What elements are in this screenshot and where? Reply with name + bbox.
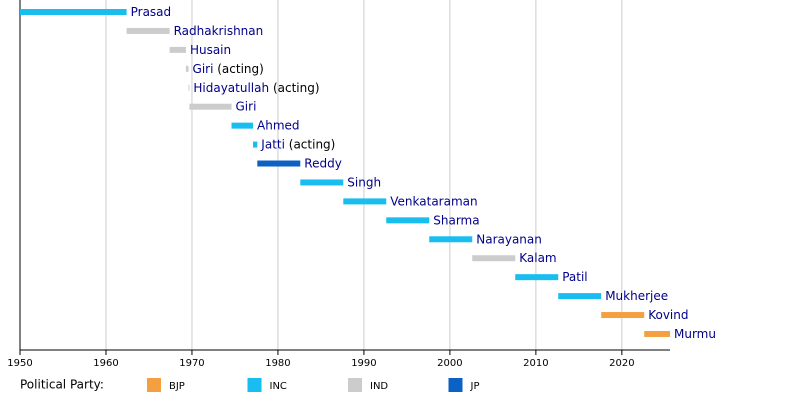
president-name: Husain [190,42,231,56]
president-name: Ahmed [257,118,300,132]
term-bar [558,293,602,300]
term-bar [126,27,170,34]
president-name: Narayanan [476,232,542,246]
term-bar [343,198,387,205]
term-note: (acting) [273,80,320,94]
term-label: Mukherjee [605,289,668,303]
term-bar [644,330,670,337]
x-tick-label: 1980 [265,358,290,369]
term-bar [189,103,232,110]
term-label: Kovind [648,308,688,322]
term-note: (acting) [217,61,264,75]
president-name: Singh [347,175,381,189]
term-note: (acting) [289,137,336,151]
term-label: Husain [190,42,231,56]
term-bar [231,122,254,129]
term-bar [429,236,473,243]
legend-swatch [247,378,262,392]
president-name: Sharma [433,213,479,227]
term-label: Venkataraman [390,194,477,208]
x-tick-label: 1950 [7,358,32,369]
x-tick-label: 1990 [351,358,376,369]
president-name: Mukherjee [605,289,668,303]
term-label: Patil [562,270,587,284]
term-label: Reddy [304,156,342,170]
legend-swatch [147,378,161,392]
x-tick-label: 1960 [93,358,118,369]
term-bar [20,9,127,15]
term-bar [472,255,516,262]
term-label: Sharma [433,213,479,227]
term-bar [386,217,430,224]
legend-label: BJP [169,381,185,392]
term-label: Giri (acting) [193,61,264,75]
term-bar [515,274,559,281]
term-label: Giri [236,99,257,113]
legend-swatch [348,378,362,392]
legend-title: Political Party: [20,378,104,392]
term-label: Jatti (acting) [260,137,335,151]
x-tick-label: 2010 [523,358,548,369]
term-bar [601,312,645,319]
president-name: Giri [193,61,214,75]
term-label: Narayanan [476,232,542,246]
legend-swatch [448,378,463,392]
legend-label: IND [370,381,388,392]
president-name: Hidayatullah [193,80,269,94]
president-name: Prasad [131,5,172,19]
term-bar [169,46,186,53]
term-label: Kalam [519,251,556,265]
president-name: Murmu [674,326,716,340]
president-name: Radhakrishnan [174,23,264,37]
president-name: Patil [562,270,587,284]
term-bar [253,141,258,148]
president-name: Kalam [519,251,556,265]
president-name: Venkataraman [390,194,477,208]
term-label: Prasad [131,5,172,19]
term-bar [185,65,189,72]
term-label: Ahmed [257,118,300,132]
president-name: Giri [236,99,257,113]
term-bar [257,160,301,167]
term-label: Hidayatullah (acting) [193,80,319,94]
legend-label: INC [270,381,287,392]
term-bar [300,179,344,186]
term-label: Singh [347,175,381,189]
term-label: Murmu [674,326,716,340]
x-tick-label: 2020 [609,358,634,369]
x-tick-label: 1970 [179,358,204,369]
president-name: Kovind [648,308,688,322]
president-name: Reddy [304,156,342,170]
x-tick-label: 2000 [437,358,462,369]
legend-label: JP [470,381,480,392]
term-bar [188,84,190,91]
president-name: Jatti [260,137,285,151]
term-label: Radhakrishnan [174,23,264,37]
